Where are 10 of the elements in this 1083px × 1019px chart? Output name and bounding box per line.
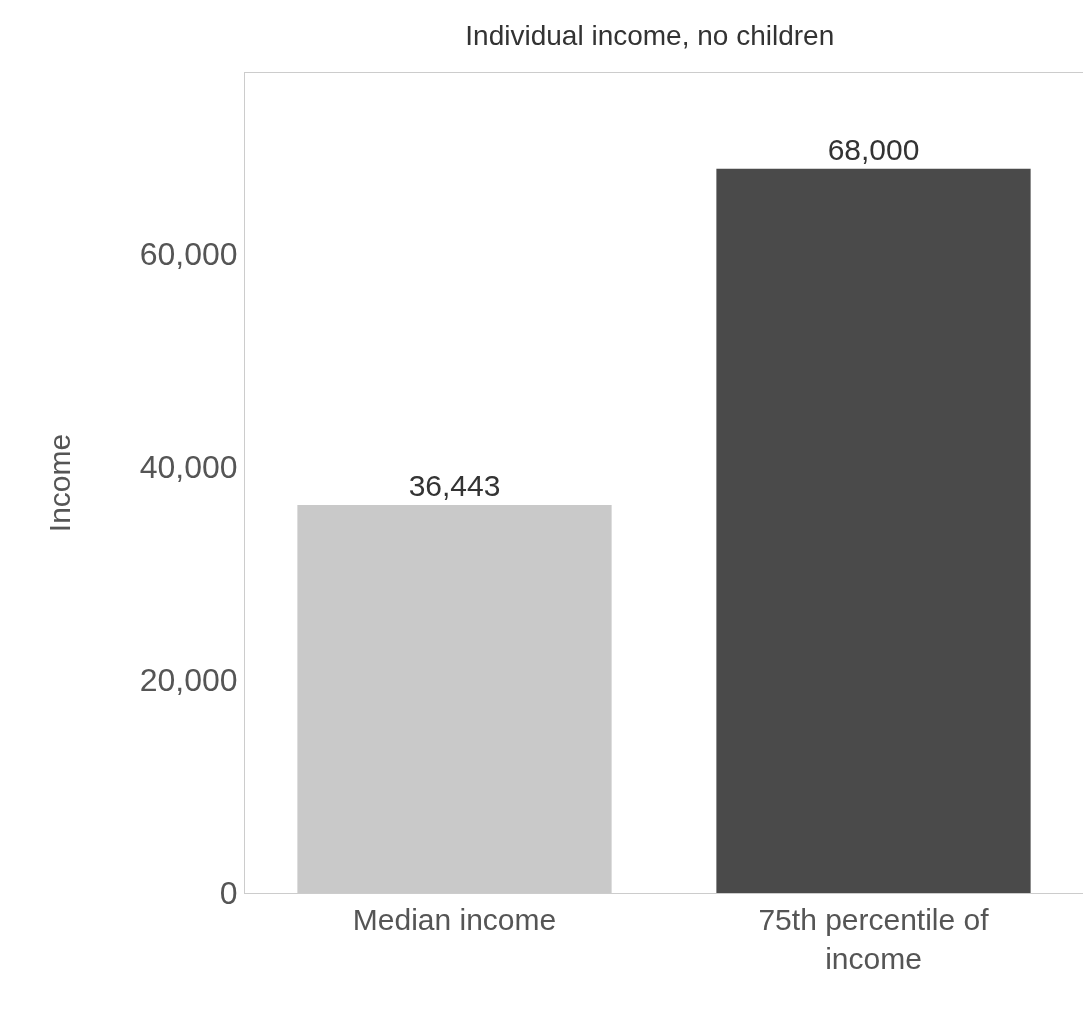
y-axis-title: Income <box>42 433 76 533</box>
y-tick-label: 20,000 <box>139 662 238 699</box>
x-tick-label: 75th percentile of income <box>758 903 990 975</box>
y-tick-label: 60,000 <box>139 236 238 273</box>
x-tick-label: Median income <box>352 903 557 936</box>
data-label: 36,443 <box>408 468 501 502</box>
y-tick-label: 0 <box>219 875 238 912</box>
chart-title: Individual income, no children <box>465 20 835 52</box>
y-tick-label: 40,000 <box>139 449 238 486</box>
data-label: 68,000 <box>827 132 920 166</box>
